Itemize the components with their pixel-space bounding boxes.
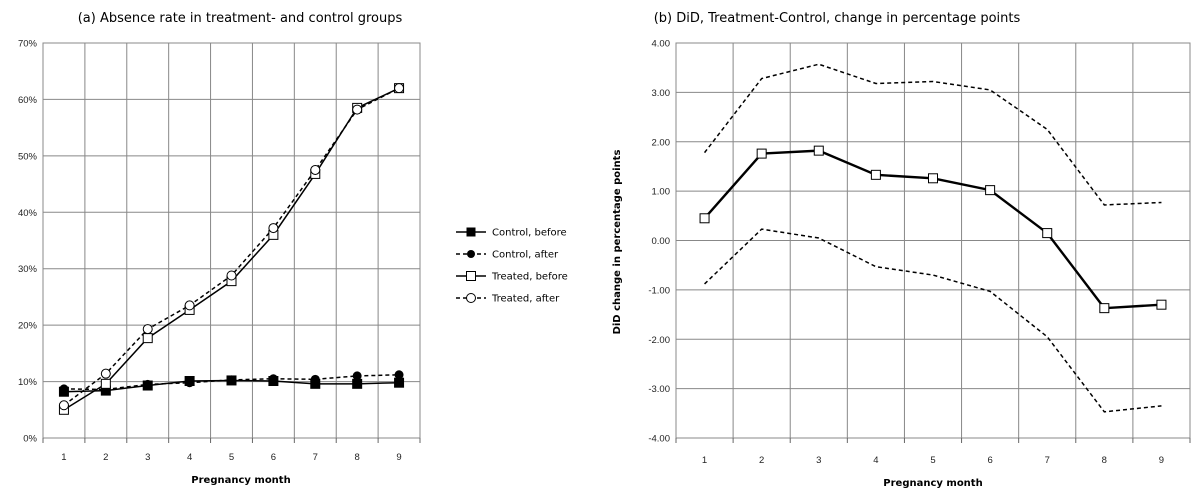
chart-a-y-tick-label: 70% xyxy=(18,39,38,50)
chart-a-series-3-point xyxy=(58,400,69,411)
chart-a-series-3-point xyxy=(184,300,195,311)
legend-label: Treated, after xyxy=(491,294,560,305)
chart-b-series-1-point xyxy=(699,213,710,224)
chart-b-x-tick-label: 2 xyxy=(759,455,764,466)
legend-label: Control, after xyxy=(492,250,559,261)
chart-a-series-1-point xyxy=(143,379,153,389)
chart-a-y-tick-label: 60% xyxy=(18,95,38,106)
chart-a-y-tick-label: 20% xyxy=(18,321,38,332)
chart-a-x-tick-label: 3 xyxy=(145,452,150,463)
chart-a-x-tick-label: 7 xyxy=(313,452,318,463)
chart-b-x-tick-label: 3 xyxy=(816,455,821,466)
chart-b-x-tick-label: 4 xyxy=(873,455,878,466)
chart-a-y-tick-label: 30% xyxy=(18,264,38,275)
chart-b-x-tick-label: 1 xyxy=(702,455,707,466)
chart-b-series-1-point xyxy=(1099,303,1110,314)
chart-b-y-tick-label: 0.00 xyxy=(652,236,671,247)
chart-b-series-1-point xyxy=(985,185,996,196)
chart-b-series-1-point xyxy=(1156,299,1167,310)
chart-b-x-tick-label: 6 xyxy=(987,455,992,466)
chart-a-series-1-point xyxy=(227,375,236,385)
chart-a-series-3-point xyxy=(226,270,237,281)
chart-a-series-0-point xyxy=(394,377,405,388)
chart-b-ylabel: DiD change in percentage points xyxy=(612,150,623,335)
chart-a-y-tick-label: 10% xyxy=(18,377,38,388)
chart-a-x-tick-label: 5 xyxy=(229,452,234,463)
chart-a-series-0-point xyxy=(352,378,363,389)
chart-b-y-tick-label: -3.00 xyxy=(648,384,670,395)
chart-a-series-1-point xyxy=(268,374,278,384)
chart-b-y-tick-label: 2.00 xyxy=(652,137,671,148)
chart-a-x-tick-label: 8 xyxy=(355,452,360,463)
chart-a-series-1-point xyxy=(352,371,362,381)
chart-b-title: (b) DiD, Treatment-Control, change in pe… xyxy=(654,11,1021,26)
chart-a-y-tick-label: 50% xyxy=(18,151,38,162)
chart-b-xlabel: Pregnancy month xyxy=(883,478,982,489)
chart-a-series-1-point xyxy=(310,374,320,384)
chart-a-x-tick-label: 9 xyxy=(396,452,401,463)
chart-a-x-tick-label: 1 xyxy=(61,452,66,463)
chart-a-xlabel: Pregnancy month xyxy=(191,475,290,486)
chart-b-y-tick-label: 1.00 xyxy=(652,187,671,198)
plot-layer: 0% 10% 20% 30% 40% 50% 60% 70% 1 2 3 4 5 6 7 8 9 -4.00 -3.… xyxy=(18,39,1191,466)
legend-swatch-marker xyxy=(466,271,476,281)
chart-b-y-tick-label: 4.00 xyxy=(652,39,671,50)
chart-a-title: (a) Absence rate in treatment- and contr… xyxy=(78,11,403,26)
chart-a-series-3-point xyxy=(100,368,111,379)
chart-b-x-tick-label: 9 xyxy=(1159,455,1164,466)
chart-b-y-tick-label: -1.00 xyxy=(648,285,670,296)
chart-b-y-tick-label: 3.00 xyxy=(652,88,671,99)
chart-a-series-1-point xyxy=(59,384,69,394)
legend-swatch-marker xyxy=(466,293,476,303)
chart-a-series-3-point xyxy=(142,324,153,335)
chart-b-series-1-point xyxy=(870,169,881,180)
chart-a-series-3-point xyxy=(268,223,279,234)
chart-b-y-tick-label: -2.00 xyxy=(648,335,670,346)
chart-a-x-tick-label: 2 xyxy=(103,452,108,463)
chart-a-x-tick-label: 6 xyxy=(271,452,276,463)
chart-b-series-0-line xyxy=(703,63,1162,206)
chart-a-series-3-point xyxy=(310,164,321,175)
chart-a-y-tick-label: 40% xyxy=(18,208,38,219)
chart-a-series-2-point xyxy=(142,333,153,344)
chart-b-x-tick-label: 8 xyxy=(1102,455,1107,466)
chart-b-x-tick-label: 5 xyxy=(930,455,935,466)
chart-a-y-tick-label: 0% xyxy=(23,434,37,445)
chart-b-series-2-line xyxy=(704,228,1162,413)
chart-a-series-3-point xyxy=(352,104,363,115)
chart-b-series-1-point xyxy=(1042,228,1053,239)
chart-a-x-tick-label: 4 xyxy=(187,452,192,463)
chart-a-series-1-point xyxy=(394,370,404,380)
chart-b-x-tick-label: 7 xyxy=(1045,455,1050,466)
chart-b-y-tick-label: -4.00 xyxy=(648,434,670,445)
legend-label: Control, before xyxy=(492,228,567,239)
legend-swatch-marker xyxy=(467,250,475,258)
chart-b-series-1-point xyxy=(928,173,938,184)
legend-label: Treated, before xyxy=(491,272,568,283)
chart-a-series-3-point xyxy=(394,83,405,94)
chart-a-series-2-point xyxy=(100,378,111,389)
chart-b-series-1-point xyxy=(756,148,767,159)
chart-a-series-1-point xyxy=(185,378,195,388)
chart-b-series-1-point xyxy=(813,145,824,156)
legend-swatch-marker xyxy=(466,227,476,237)
